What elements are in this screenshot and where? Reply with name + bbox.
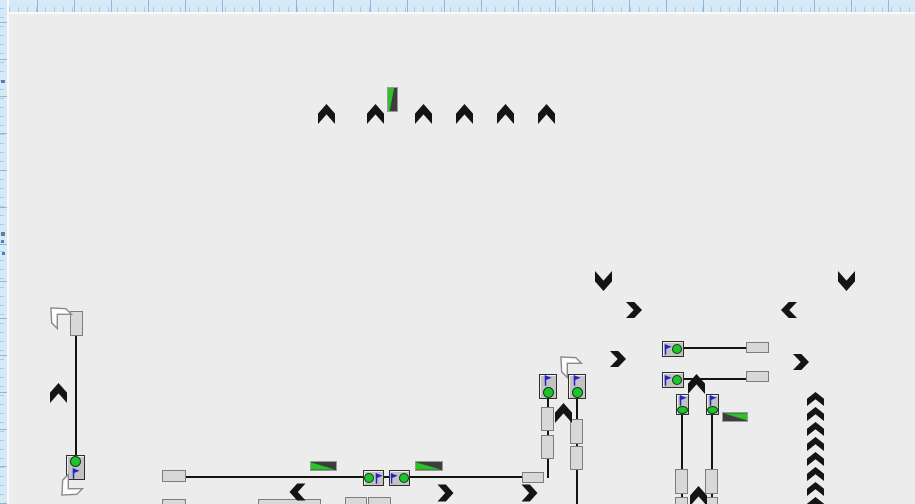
direction-arrow-down[interactable] bbox=[595, 271, 612, 291]
signal-head[interactable] bbox=[539, 374, 557, 399]
direction-arrow-up[interactable] bbox=[538, 104, 555, 124]
direction-arrow-up[interactable] bbox=[50, 383, 67, 403]
signal-flag-icon bbox=[375, 472, 383, 484]
signal-flag-icon bbox=[664, 374, 672, 386]
direction-arrow-up[interactable] bbox=[807, 437, 824, 451]
label-box[interactable] bbox=[162, 470, 186, 482]
signal-head[interactable] bbox=[66, 455, 85, 480]
ruler-label-mark bbox=[1, 80, 5, 83]
label-box[interactable] bbox=[746, 342, 769, 353]
ruler-horizontal bbox=[0, 0, 915, 14]
direction-arrow-up[interactable] bbox=[555, 403, 572, 423]
signal-light-icon bbox=[672, 344, 683, 354]
direction-arrow-outline[interactable] bbox=[52, 471, 86, 504]
signal-flag-icon bbox=[544, 375, 552, 387]
signal-head[interactable] bbox=[662, 372, 684, 388]
label-box[interactable] bbox=[522, 472, 544, 483]
direction-arrow-right[interactable] bbox=[793, 354, 809, 370]
direction-arrow-up[interactable] bbox=[367, 104, 384, 124]
signal-flag-icon bbox=[573, 375, 581, 387]
direction-arrow-up[interactable] bbox=[807, 497, 824, 504]
direction-arrow-up[interactable] bbox=[807, 422, 824, 436]
signal-head[interactable] bbox=[662, 341, 684, 357]
direction-arrow-up[interactable] bbox=[807, 407, 824, 421]
ruler-label-mark bbox=[1, 240, 4, 243]
direction-arrow-right[interactable] bbox=[438, 485, 454, 502]
signal-light-icon bbox=[398, 473, 409, 483]
signal-light-icon bbox=[70, 456, 81, 468]
link-line[interactable] bbox=[684, 378, 746, 380]
detector[interactable] bbox=[541, 435, 554, 459]
direction-arrow-right[interactable] bbox=[626, 302, 642, 318]
detector[interactable] bbox=[675, 469, 688, 494]
ruler-label-mark bbox=[2, 252, 5, 255]
direction-arrow-up[interactable] bbox=[807, 452, 824, 466]
direction-arrow-left[interactable] bbox=[781, 302, 797, 318]
signal-flag-icon bbox=[664, 343, 672, 355]
desired-speed-sign[interactable] bbox=[310, 461, 337, 471]
link-line[interactable] bbox=[681, 414, 683, 504]
signal-flag-icon bbox=[391, 472, 398, 484]
direction-arrow-up[interactable] bbox=[807, 467, 824, 481]
direction-arrow-up[interactable] bbox=[497, 104, 514, 124]
signal-head[interactable] bbox=[389, 470, 410, 486]
detector[interactable] bbox=[675, 497, 688, 504]
detector[interactable] bbox=[70, 311, 83, 336]
direction-arrow-down[interactable] bbox=[838, 271, 855, 291]
ruler-label-mark bbox=[1, 232, 5, 236]
speed-sign-green-wedge-icon bbox=[311, 462, 335, 470]
direction-arrow-up[interactable] bbox=[318, 104, 335, 124]
direction-arrow-up[interactable] bbox=[415, 104, 432, 124]
signal-head[interactable] bbox=[676, 394, 689, 415]
signal-light-icon bbox=[672, 375, 683, 385]
signal-head[interactable] bbox=[568, 374, 586, 399]
desired-speed-sign[interactable] bbox=[722, 412, 748, 422]
speed-sign-green-wedge-icon bbox=[416, 462, 441, 470]
signal-flag-icon bbox=[72, 467, 80, 479]
signal-light-icon bbox=[707, 406, 718, 414]
detector[interactable] bbox=[705, 469, 718, 494]
detector[interactable] bbox=[570, 419, 583, 444]
link-line[interactable] bbox=[75, 335, 77, 457]
label-box[interactable] bbox=[258, 499, 321, 504]
signal-flag-icon bbox=[679, 395, 687, 406]
speed-sign-green-wedge-icon bbox=[723, 413, 747, 421]
detector[interactable] bbox=[345, 497, 367, 504]
link-line[interactable] bbox=[711, 414, 713, 504]
signal-light-icon bbox=[364, 473, 375, 483]
signal-light-icon bbox=[542, 386, 554, 398]
speed-sign-green-wedge-icon bbox=[388, 88, 395, 111]
direction-arrow-outline[interactable] bbox=[41, 298, 75, 332]
direction-arrow-up[interactable] bbox=[807, 482, 824, 496]
signal-flag-icon bbox=[709, 395, 717, 406]
direction-arrow-up[interactable] bbox=[456, 104, 473, 124]
desired-speed-sign[interactable] bbox=[387, 87, 398, 112]
signal-light-icon bbox=[677, 406, 688, 414]
label-box[interactable] bbox=[162, 499, 186, 504]
signal-head[interactable] bbox=[363, 470, 384, 486]
detector[interactable] bbox=[368, 497, 391, 504]
direction-arrow-left[interactable] bbox=[290, 484, 306, 501]
signal-light-icon bbox=[571, 386, 583, 398]
direction-arrow-outline[interactable] bbox=[551, 347, 585, 381]
direction-arrow-up[interactable] bbox=[688, 374, 705, 394]
detector[interactable] bbox=[541, 407, 554, 431]
direction-arrow-right[interactable] bbox=[522, 485, 538, 502]
direction-arrow-right[interactable] bbox=[610, 351, 626, 367]
direction-arrow-up[interactable] bbox=[807, 392, 824, 406]
desired-speed-sign[interactable] bbox=[415, 461, 443, 471]
link-line[interactable] bbox=[684, 347, 746, 349]
signal-head[interactable] bbox=[706, 394, 719, 415]
link-line[interactable] bbox=[184, 476, 524, 478]
label-box[interactable] bbox=[746, 371, 769, 382]
detector[interactable] bbox=[570, 446, 583, 470]
